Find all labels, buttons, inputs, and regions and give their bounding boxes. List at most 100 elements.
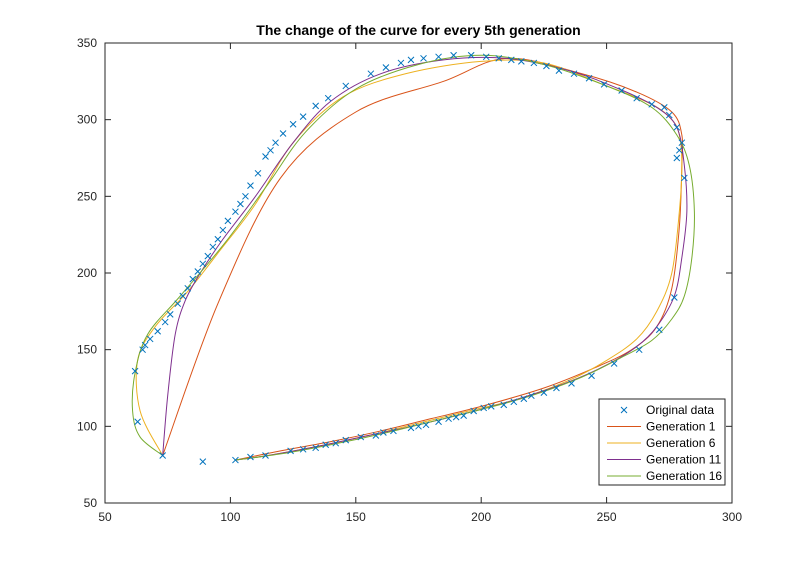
data-point-marker [380,429,387,436]
marker-stroke [357,433,365,441]
data-point-marker [540,389,548,396]
data-point-marker [648,100,656,108]
legend-entry: Generation 6 [607,436,716,450]
data-point-marker [209,243,217,251]
legend: Original data Generation 1 Generation 6 Gen… [598,398,726,486]
marker-stroke [422,421,430,429]
data-point-marker [445,415,452,423]
marker-stroke [289,120,297,128]
marker-stroke [312,102,320,110]
data-point-marker [422,421,430,429]
data-point-marker [372,432,380,439]
data-point-marker [675,146,683,154]
data-point-marker [237,200,244,208]
marker-stroke [635,346,643,354]
marker-stroke [675,146,683,154]
marker-stroke [267,146,274,154]
marker-stroke [543,62,550,70]
y-tick-label: 350 [77,36,97,50]
marker-stroke [224,217,232,225]
data-point-marker [470,407,478,415]
data-point-marker [530,59,538,67]
marker-stroke [272,139,279,147]
legend-label: Generation 1 [646,420,716,434]
data-point-marker [495,54,503,62]
data-point-marker [635,346,643,354]
marker-stroke [287,447,294,455]
x-tick-label: 300 [722,510,742,524]
marker-stroke [139,346,146,354]
x-tick-label: 150 [346,510,366,524]
data-point-marker [407,56,415,64]
x-tick-label: 50 [98,510,112,524]
data-point-marker [287,447,294,455]
marker-stroke [660,104,668,111]
data-point-marker [382,64,390,71]
data-point-marker [397,59,405,67]
marker-stroke [540,389,548,396]
marker-stroke [184,284,192,292]
chart-title: The change of the curve for every 5th ge… [256,22,580,38]
marker-stroke [407,424,415,432]
marker-stroke [655,326,663,334]
data-point-marker [407,424,415,432]
data-point-marker [655,326,663,334]
data-point-marker [680,174,688,182]
data-point-marker [279,130,287,137]
marker-stroke [367,70,375,78]
data-point-marker [219,226,227,234]
marker-stroke [585,74,593,82]
marker-stroke [131,367,139,375]
marker-stroke [219,226,227,234]
data-point-marker [482,53,490,61]
marker-stroke [420,54,427,62]
marker-stroke [495,54,503,62]
marker-stroke [262,153,269,160]
data-point-marker [585,74,593,82]
marker-stroke [633,94,641,102]
marker-stroke [407,56,415,64]
marker-stroke [232,208,239,216]
data-point-marker [159,452,167,459]
marker-stroke [588,372,595,380]
marker-stroke [673,123,681,131]
legend-box [598,398,726,486]
y-tick-label: 100 [77,419,97,433]
data-point-marker [324,94,332,102]
marker-stroke [324,94,332,102]
marker-stroke [134,418,141,426]
data-point-marker [184,284,192,292]
marker-stroke [450,51,457,59]
marker-stroke [665,111,673,119]
data-point-marker [452,413,460,421]
legend-entry: Generation 16 [607,469,722,483]
marker-stroke [530,59,538,67]
marker-stroke [610,360,618,367]
data-point-marker [507,56,515,64]
marker-stroke [528,392,535,400]
marker-stroke [189,275,197,283]
y-tick-label: 200 [77,266,97,280]
legend-entry: Generation 1 [607,420,716,434]
data-point-marker [262,153,269,160]
marker-stroke [204,252,212,260]
data-point-marker [312,444,320,452]
marker-stroke [254,169,262,177]
marker-stroke [174,300,182,308]
data-point-marker [487,403,495,410]
data-point-marker [390,427,397,435]
marker-stroke [332,439,340,447]
marker-stroke [480,404,488,412]
marker-stroke [199,458,207,465]
y-tick-label: 50 [84,496,98,510]
marker-stroke [214,235,222,243]
marker-stroke [435,53,442,61]
data-point-marker [660,104,668,111]
data-point-marker [199,458,207,465]
data-point-marker [312,102,320,110]
data-point-marker [262,452,269,459]
data-point-marker [322,441,330,449]
data-point-marker [204,252,212,260]
